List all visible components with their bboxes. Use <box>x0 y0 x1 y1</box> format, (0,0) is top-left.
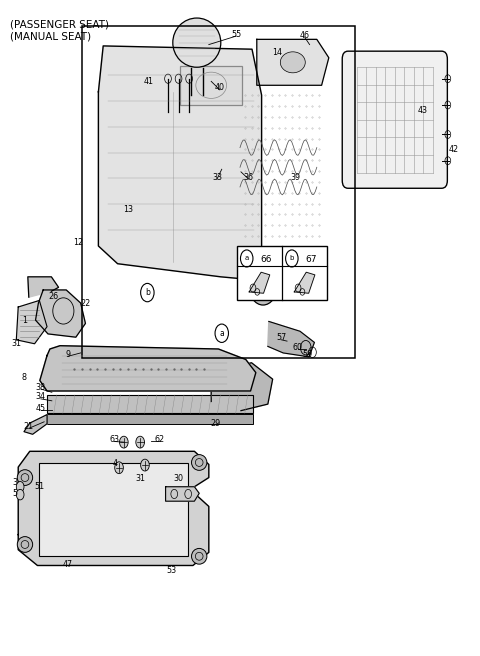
Polygon shape <box>249 272 270 293</box>
Ellipse shape <box>192 455 207 470</box>
Text: 33: 33 <box>212 173 222 182</box>
Text: 38: 38 <box>36 382 46 392</box>
Text: 46: 46 <box>300 31 310 40</box>
Polygon shape <box>24 415 47 434</box>
Text: 63: 63 <box>109 435 119 444</box>
Polygon shape <box>16 300 47 344</box>
Text: 62: 62 <box>154 435 165 444</box>
Polygon shape <box>28 277 59 297</box>
Polygon shape <box>18 451 209 565</box>
Text: 41: 41 <box>144 77 154 87</box>
Text: 3: 3 <box>13 478 18 487</box>
Text: 43: 43 <box>418 106 427 115</box>
Polygon shape <box>36 290 85 337</box>
Ellipse shape <box>115 462 123 474</box>
Polygon shape <box>257 39 329 85</box>
Polygon shape <box>268 321 314 357</box>
Text: 13: 13 <box>124 205 133 215</box>
Text: 53: 53 <box>167 566 177 575</box>
Circle shape <box>16 482 24 492</box>
Text: 34: 34 <box>36 392 46 401</box>
Text: 67: 67 <box>305 255 317 264</box>
Text: 31: 31 <box>12 339 22 348</box>
Text: 45: 45 <box>36 403 46 413</box>
Ellipse shape <box>136 436 144 448</box>
Text: a: a <box>219 329 224 338</box>
Ellipse shape <box>280 52 305 73</box>
Text: b: b <box>145 288 150 297</box>
Text: 30: 30 <box>174 474 183 483</box>
Ellipse shape <box>17 537 33 552</box>
Text: 60: 60 <box>293 343 302 352</box>
Text: 8: 8 <box>22 373 26 382</box>
Polygon shape <box>98 46 262 279</box>
FancyBboxPatch shape <box>47 414 253 424</box>
FancyBboxPatch shape <box>180 66 242 105</box>
Circle shape <box>16 489 24 500</box>
Polygon shape <box>211 363 273 411</box>
Text: 55: 55 <box>231 30 241 39</box>
Text: 31: 31 <box>135 474 145 483</box>
Text: 36: 36 <box>244 173 253 182</box>
FancyBboxPatch shape <box>39 463 188 556</box>
Ellipse shape <box>192 548 207 564</box>
Text: 21: 21 <box>24 422 34 431</box>
Text: 14: 14 <box>273 48 282 57</box>
Text: 66: 66 <box>260 255 272 264</box>
Polygon shape <box>40 346 256 391</box>
Text: 29: 29 <box>210 419 220 428</box>
Text: 42: 42 <box>448 145 459 154</box>
Text: 9: 9 <box>66 350 71 359</box>
FancyBboxPatch shape <box>237 246 327 300</box>
Text: 59: 59 <box>302 350 312 359</box>
Text: 12: 12 <box>72 238 83 247</box>
Text: 51: 51 <box>34 482 45 491</box>
Polygon shape <box>294 272 315 293</box>
Text: 40: 40 <box>215 83 225 92</box>
Text: 47: 47 <box>62 560 72 569</box>
Ellipse shape <box>17 470 33 485</box>
Text: (PASSENGER SEAT)
(MANUAL SEAT): (PASSENGER SEAT) (MANUAL SEAT) <box>10 20 108 41</box>
Text: 39: 39 <box>290 173 300 182</box>
Ellipse shape <box>249 266 277 305</box>
Text: 22: 22 <box>80 298 91 308</box>
Ellipse shape <box>120 436 128 448</box>
FancyBboxPatch shape <box>342 51 447 188</box>
Text: 57: 57 <box>276 333 287 342</box>
FancyBboxPatch shape <box>47 395 253 413</box>
Ellipse shape <box>141 459 149 471</box>
Text: 26: 26 <box>48 292 59 301</box>
Text: 1: 1 <box>23 316 27 325</box>
Polygon shape <box>166 487 199 501</box>
Text: a: a <box>245 255 249 262</box>
Ellipse shape <box>173 18 221 68</box>
Text: 5: 5 <box>13 489 18 498</box>
Text: 4: 4 <box>113 459 118 468</box>
Text: b: b <box>289 255 294 262</box>
